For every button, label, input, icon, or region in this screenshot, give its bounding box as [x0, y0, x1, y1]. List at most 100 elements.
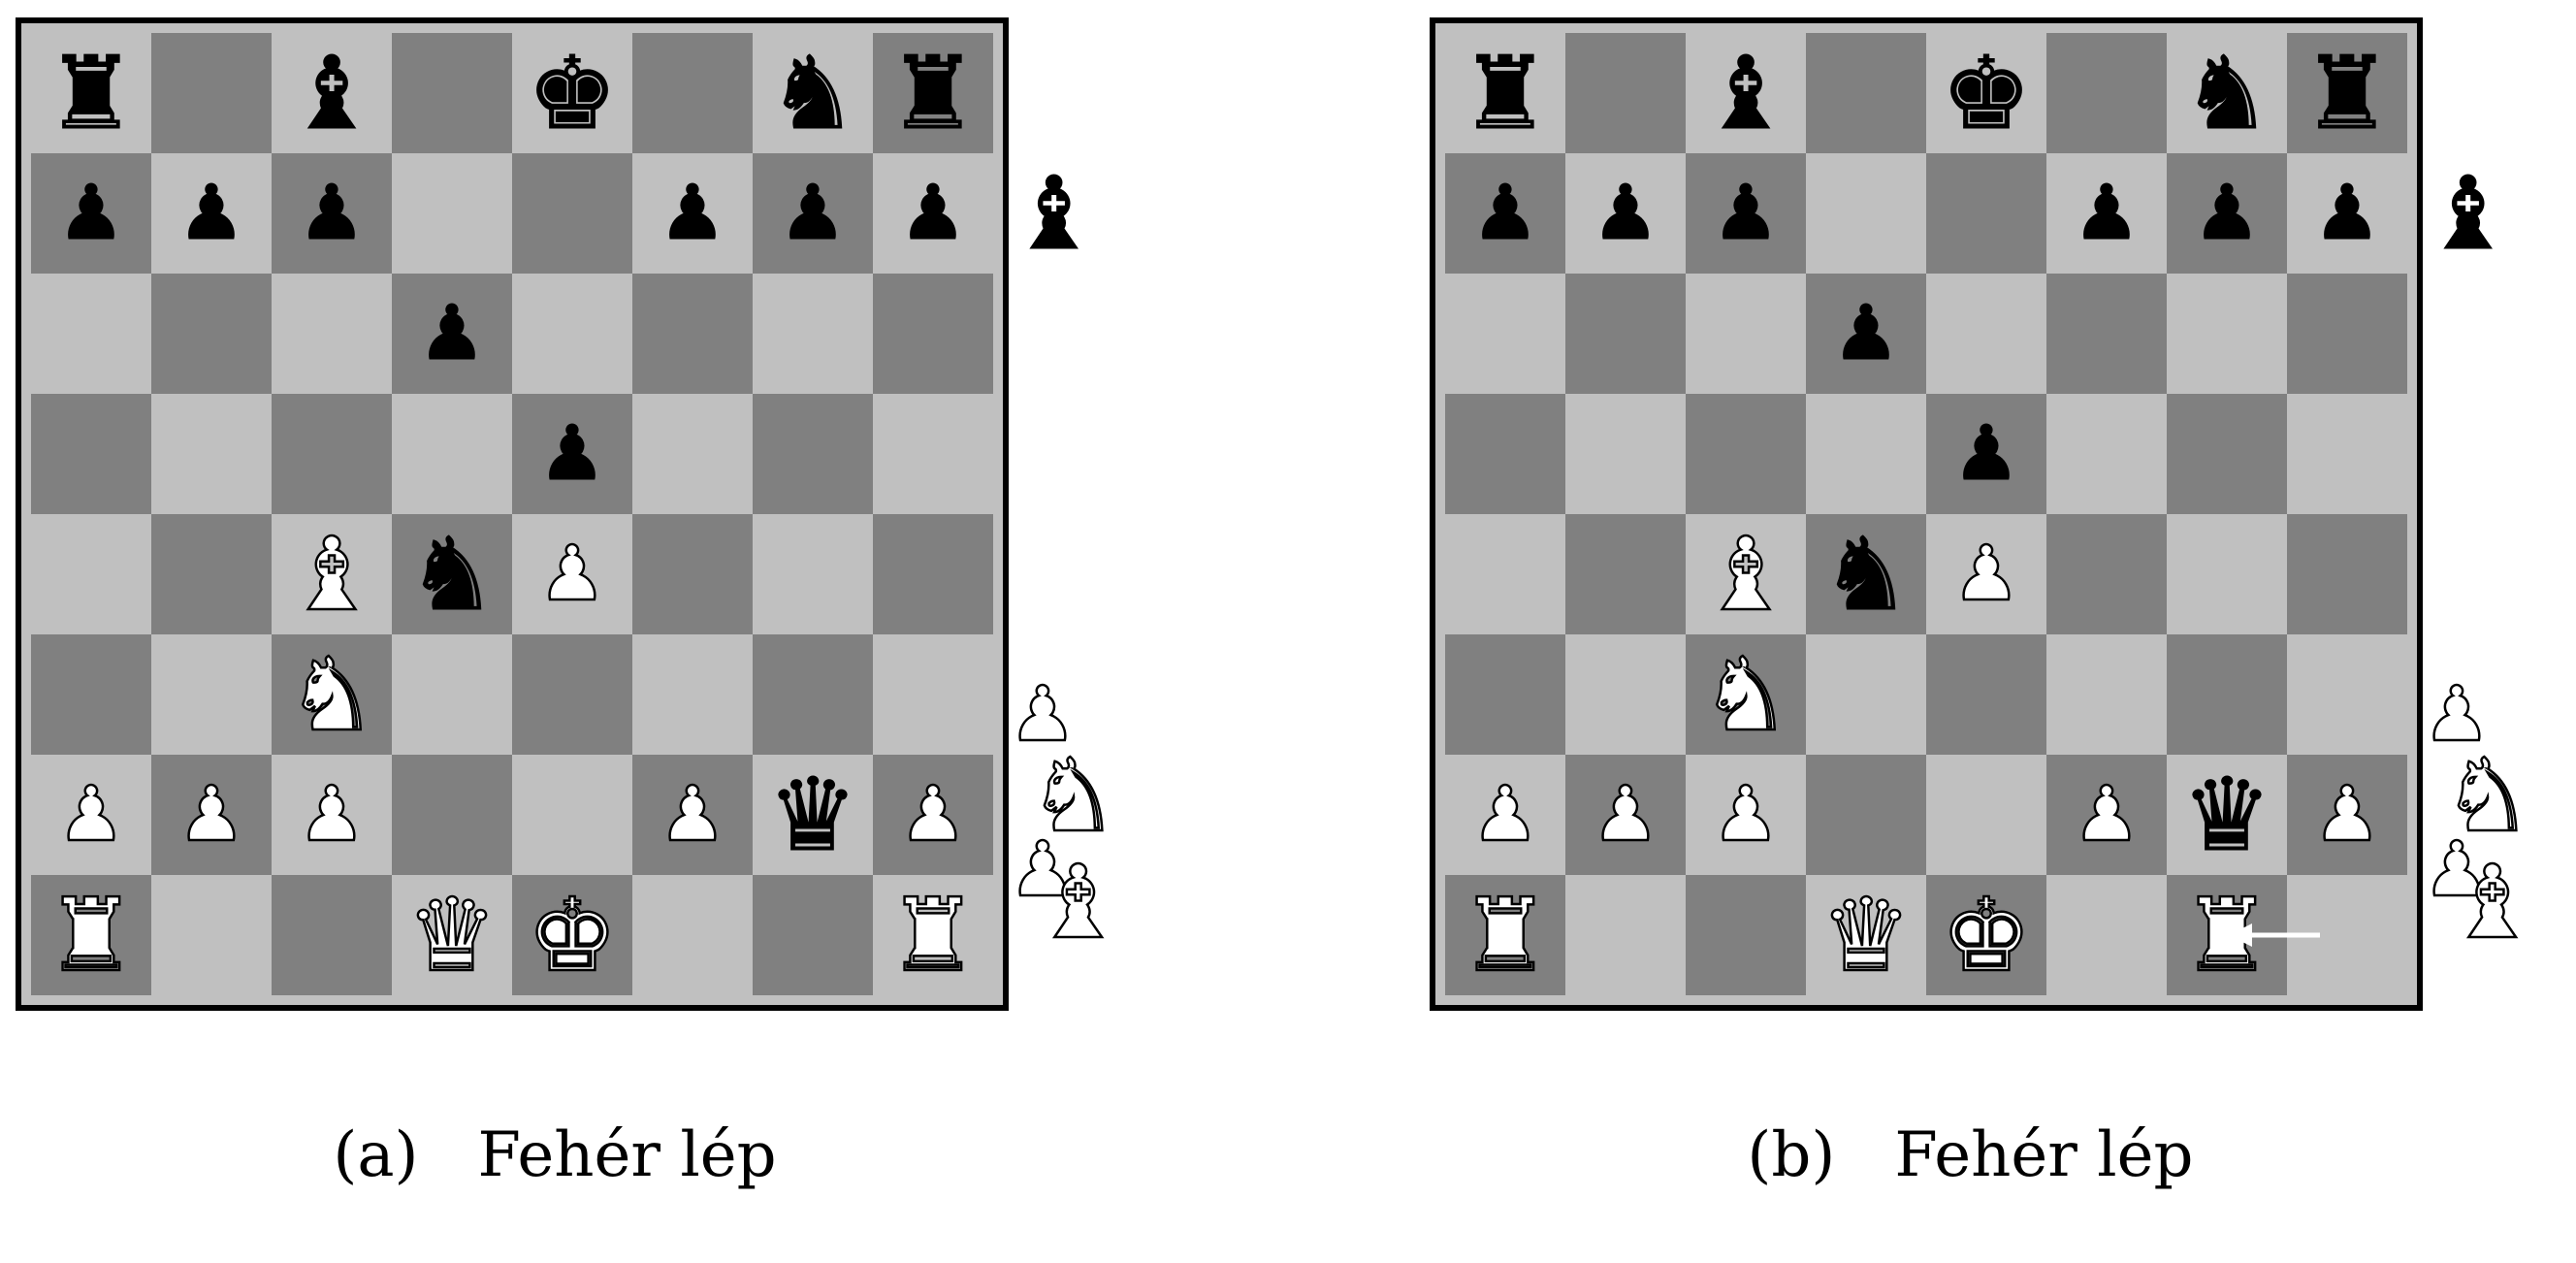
square-b3 — [151, 634, 272, 755]
black-pawn-icon: ♟ — [298, 176, 366, 251]
square-c8: ♝ — [272, 33, 392, 153]
square-c8: ♝ — [1686, 33, 1806, 153]
square-f4 — [632, 514, 753, 634]
white-bishop-icon: ♝ — [286, 524, 376, 625]
square-b1 — [151, 875, 272, 995]
black-pawn-icon: ♟ — [2313, 176, 2381, 251]
black-pawn-icon: ♟ — [2073, 176, 2141, 251]
caption-gap — [418, 1119, 477, 1191]
white-pawn-icon: ♟ — [1471, 777, 1539, 853]
white-pawn-icon: ♟ — [538, 536, 606, 612]
square-d7 — [392, 153, 512, 274]
square-b6 — [151, 274, 272, 394]
black-pawn-icon: ♟ — [538, 416, 606, 492]
square-c3: ♞ — [272, 634, 392, 755]
square-a6 — [1445, 274, 1565, 394]
square-d4: ♞ — [1806, 514, 1926, 634]
square-e5: ♟ — [1926, 394, 2046, 514]
white-pawn-icon: ♟ — [659, 777, 726, 853]
white-pawn-icon: ♟ — [1712, 777, 1780, 853]
square-c3: ♞ — [1686, 634, 1806, 755]
square-d4: ♞ — [392, 514, 512, 634]
white-queen-icon: ♛ — [1820, 885, 1911, 986]
black-pawn-icon: ♟ — [1592, 176, 1659, 251]
black-pawn-icon: ♟ — [2193, 176, 2261, 251]
square-b4 — [1565, 514, 1686, 634]
square-c4: ♝ — [272, 514, 392, 634]
square-h4 — [873, 514, 993, 634]
square-c1 — [1686, 875, 1806, 995]
caption-text: Fehér lép — [1894, 1119, 2193, 1191]
square-b8 — [151, 33, 272, 153]
square-d1: ♛ — [1806, 875, 1926, 995]
square-c5 — [272, 394, 392, 514]
black-pawn-icon: ♟ — [899, 176, 967, 251]
white-bishop-icon: ♝ — [2447, 852, 2537, 953]
square-d3 — [392, 634, 512, 755]
square-d8 — [1806, 33, 1926, 153]
square-b5 — [1565, 394, 1686, 514]
black-knight-icon: ♞ — [406, 524, 497, 625]
square-b5 — [151, 394, 272, 514]
square-f6 — [632, 274, 753, 394]
black-king-icon: ♚ — [1941, 43, 2031, 144]
square-g4 — [2167, 514, 2287, 634]
square-g8: ♞ — [753, 33, 873, 153]
square-a6 — [31, 274, 151, 394]
square-d6: ♟ — [1806, 274, 1926, 394]
square-e7 — [512, 153, 632, 274]
black-queen-icon: ♛ — [2181, 764, 2271, 865]
square-f8 — [632, 33, 753, 153]
black-pawn-icon: ♟ — [57, 176, 125, 251]
square-e8: ♚ — [1926, 33, 2046, 153]
white-king-icon: ♚ — [1941, 885, 2031, 986]
black-rook-icon: ♜ — [46, 43, 136, 144]
black-bishop-icon: ♝ — [286, 43, 376, 144]
square-e1: ♚ — [1926, 875, 2046, 995]
square-g1 — [753, 875, 873, 995]
black-knight-icon: ♞ — [767, 43, 857, 144]
square-h3 — [2287, 634, 2407, 755]
square-b1 — [1565, 875, 1686, 995]
square-g3 — [2167, 634, 2287, 755]
square-a8: ♜ — [1445, 33, 1565, 153]
white-knight-icon: ♞ — [1700, 644, 1790, 745]
black-pawn-icon: ♟ — [418, 296, 486, 372]
square-a4 — [31, 514, 151, 634]
square-f4 — [2046, 514, 2167, 634]
square-e6 — [512, 274, 632, 394]
square-g7: ♟ — [753, 153, 873, 274]
square-h7: ♟ — [873, 153, 993, 274]
square-d7 — [1806, 153, 1926, 274]
square-a2: ♟ — [31, 755, 151, 875]
square-h5 — [873, 394, 993, 514]
white-queen-icon: ♛ — [406, 885, 497, 986]
square-f8 — [2046, 33, 2167, 153]
board-grid: ♜ ♝ ♚ ♞ ♜ ♟ ♟ ♟ ♟ ♟ ♟ ♟ ♟ ♝ ♞ ♟ ♞ ♟ ♟ ♟ ♟ ♛ ♟ ♜ ♛ ♚ ♜ — [1445, 33, 2407, 995]
square-g6 — [753, 274, 873, 394]
square-e4: ♟ — [512, 514, 632, 634]
square-f2: ♟ — [2046, 755, 2167, 875]
square-b7: ♟ — [1565, 153, 1686, 274]
caption-label: (b) — [1747, 1119, 1835, 1191]
square-e2 — [1926, 755, 2046, 875]
square-d6: ♟ — [392, 274, 512, 394]
white-pawn-icon: ♟ — [298, 777, 366, 853]
white-pawn-icon: ♟ — [2313, 777, 2381, 853]
black-queen-icon: ♛ — [767, 764, 857, 865]
square-c6 — [272, 274, 392, 394]
caption: (b) Fehér lép — [1668, 1048, 2193, 1263]
black-pawn-icon: ♟ — [1712, 176, 1780, 251]
square-f5 — [2046, 394, 2167, 514]
black-rook-icon: ♜ — [1460, 43, 1550, 144]
square-c1 — [272, 875, 392, 995]
square-d5 — [392, 394, 512, 514]
black-bishop-icon: ♝ — [1009, 163, 1099, 264]
white-pawn-icon: ♟ — [1952, 536, 2020, 612]
square-a8: ♜ — [31, 33, 151, 153]
square-e3 — [512, 634, 632, 755]
square-h7: ♟ — [2287, 153, 2407, 274]
square-c5 — [1686, 394, 1806, 514]
square-a1: ♜ — [1445, 875, 1565, 995]
white-bishop-icon: ♝ — [1700, 524, 1790, 625]
